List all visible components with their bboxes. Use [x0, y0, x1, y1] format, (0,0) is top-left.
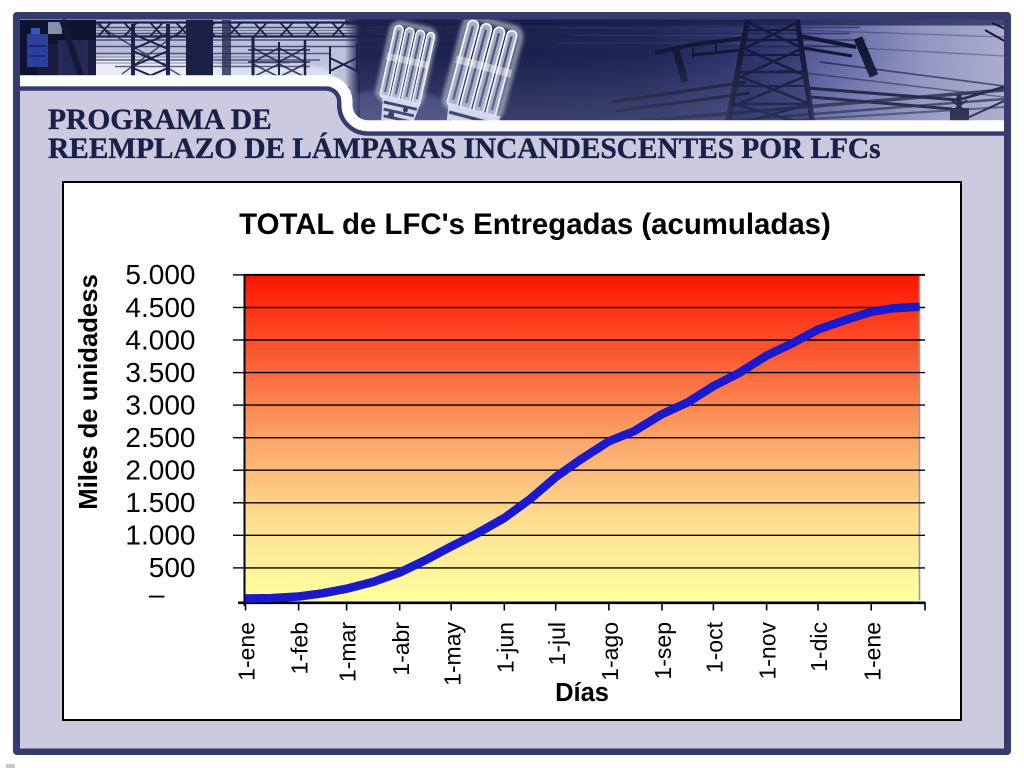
svg-text:1-oct: 1-oct: [701, 621, 727, 673]
svg-text:Días: Días: [555, 679, 609, 707]
svg-text:3.000: 3.000: [125, 389, 195, 420]
svg-text:1-jun: 1-jun: [492, 622, 518, 673]
svg-text:TOTAL de LFC's Entregadas (acu: TOTAL de LFC's Entregadas (acumuladas): [239, 208, 831, 241]
svg-text:1-jul: 1-jul: [544, 622, 570, 665]
svg-text:3.500: 3.500: [125, 357, 195, 388]
svg-text:1-feb: 1-feb: [287, 622, 313, 674]
svg-text:1-ene: 1-ene: [859, 622, 885, 681]
svg-text:1.500: 1.500: [125, 487, 195, 518]
svg-text:500: 500: [149, 552, 196, 583]
svg-text:4.000: 4.000: [125, 324, 195, 355]
svg-text:–: –: [149, 579, 165, 610]
svg-text:2.500: 2.500: [125, 422, 195, 453]
svg-text:Miles de unidadess: Miles de unidadess: [75, 274, 103, 510]
svg-text:1-nov: 1-nov: [755, 622, 781, 680]
svg-text:1.000: 1.000: [125, 520, 195, 551]
svg-text:4.500: 4.500: [125, 292, 195, 323]
svg-text:1-may: 1-may: [439, 622, 465, 686]
svg-text:2.000: 2.000: [125, 455, 195, 486]
svg-text:5.000: 5.000: [125, 259, 195, 290]
svg-text:1-ago: 1-ago: [597, 622, 623, 681]
svg-text:1-ene: 1-ene: [234, 622, 260, 681]
svg-text:1-dic: 1-dic: [806, 622, 832, 672]
svg-text:1-sep: 1-sep: [650, 622, 676, 680]
svg-text:1-abr: 1-abr: [388, 622, 414, 676]
svg-text:1-mar: 1-mar: [335, 622, 361, 682]
